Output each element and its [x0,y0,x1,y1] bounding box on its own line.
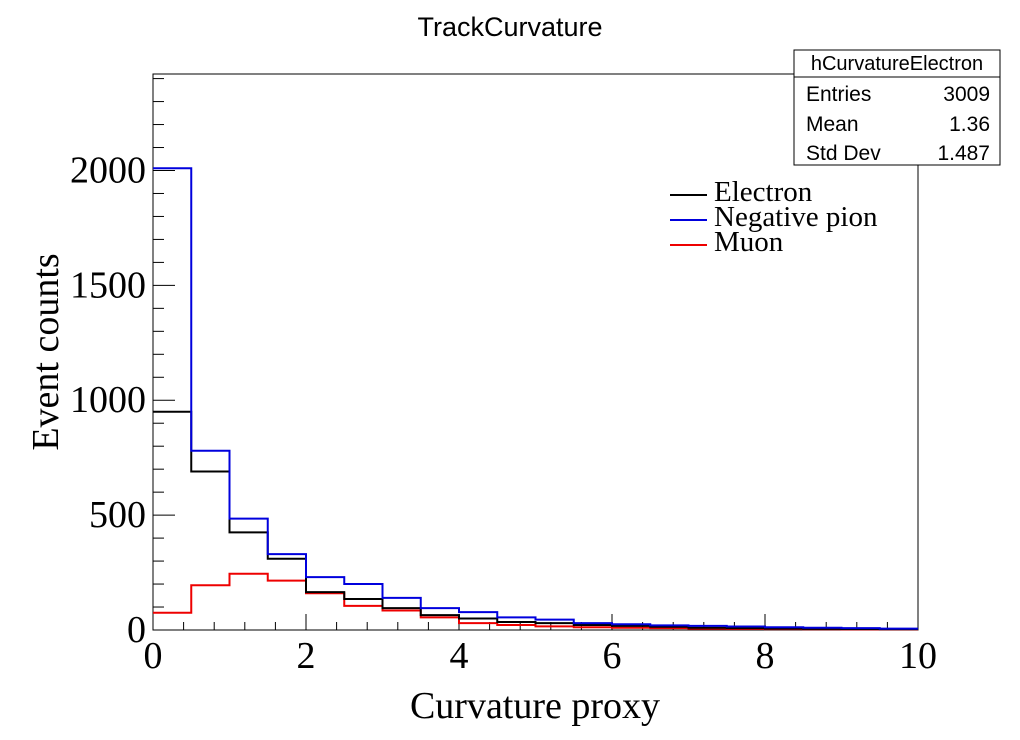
stats-entries-value: 3009 [943,83,990,106]
x-axis: 0 2 4 6 8 10 [144,614,937,677]
stats-entries-label: Entries [806,83,871,106]
x-tick-label: 6 [603,635,622,677]
legend-label: Negative pion [714,201,878,233]
series-line-negative-pion [153,167,918,630]
x-tick-label: 4 [450,635,469,677]
stats-mean-value: 1.36 [949,113,990,136]
y-tick-label: 1500 [70,264,146,306]
y-tick-label: 2000 [70,149,146,191]
y-axis: 0 500 1000 1500 2000 [70,78,175,651]
stats-box-frame [793,49,1001,166]
stats-box-name: hCurvatureElectron [811,53,983,75]
x-tick-label: 8 [756,635,775,677]
legend-label: Muon [714,226,784,258]
chart-title: TrackCurvature [417,12,602,42]
stats-mean-label: Mean [806,113,859,136]
stats-stddev-label: Std Dev [806,142,881,165]
y-tick-label: 1000 [70,379,146,421]
plot-frame [152,73,919,631]
stats-stddev-value: 1.487 [937,142,990,165]
y-tick-label: 500 [89,494,146,536]
y-tick-label: 0 [127,609,146,651]
x-tick-label: 0 [144,635,163,677]
stats-box: hCurvatureElectron Entries 3009 Mean 1.3… [793,49,1001,166]
legend-label: Electron [714,176,813,208]
series-layer [153,167,918,631]
x-tick-label: 2 [297,635,316,677]
series-line-electron [153,410,918,631]
x-tick-label: 10 [899,635,937,677]
y-axis-label: Event counts [25,253,67,450]
x-axis-label: Curvature proxy [410,685,660,727]
